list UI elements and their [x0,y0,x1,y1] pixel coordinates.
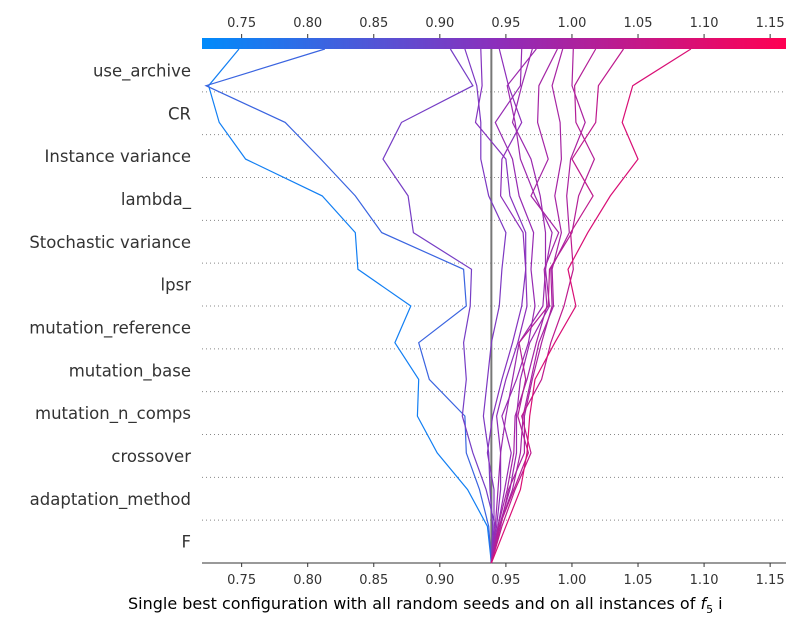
x-axis-label-tail: i [713,594,723,613]
bottom-tick-label: 0.95 [491,573,520,588]
decision-path-3 [382,48,496,564]
x-axis-label: Single best configuration with all rando… [128,594,723,616]
top-tick-label: 0.80 [293,16,322,31]
feature-label: mutation_n_comps [35,404,191,424]
feature-label: mutation_base [69,361,191,381]
feature-label: adaptation_method [30,490,191,510]
feature-label: use_archive [93,61,191,81]
bottom-tick-group: 0.75 0.80 0.85 0.90 0.95 1.00 1.05 1.10 1.15 [227,563,785,588]
decision-path-1 [207,48,492,564]
feature-rows: use_archive CR Instance variance lambda_ Sto… [29,61,786,552]
top-tick-label: 0.90 [425,16,454,31]
decision-path-9 [490,48,553,564]
feature-label: CR [168,104,191,123]
decision-path-4 [464,48,507,564]
feature-label: F [182,533,192,552]
bottom-tick-label: 1.15 [756,573,785,588]
bottom-tick-label: 1.05 [624,573,653,588]
x-axis-label-text: Single best configuration with all rando… [128,594,700,613]
feature-label: mutation_reference [29,318,191,338]
top-tick-group: 0.75 0.80 0.85 0.90 0.95 1.00 1.05 1.10 1.15 [227,16,785,38]
bottom-tick-label: 1.00 [557,573,586,588]
decision-path-10 [490,48,560,564]
top-tick-label: 0.85 [359,16,388,31]
decision-path-13 [490,48,597,564]
feature-label: lambda_ [121,190,192,210]
bottom-tick-label: 0.85 [359,573,388,588]
bottom-tick-label: 0.75 [227,573,256,588]
decision-path-14 [490,48,624,564]
feature-label: crossover [111,447,191,466]
top-tick-label: 1.15 [756,16,785,31]
top-tick-label: 1.10 [690,16,719,31]
top-tick-label: 0.95 [491,16,520,31]
decision-path-6 [490,48,528,564]
top-tick-label: 1.00 [557,16,586,31]
x-axis-label-sub: 5 [706,603,713,616]
decision-paths [204,48,692,564]
decision-path-2 [204,48,492,564]
decision-path-12 [490,48,586,564]
colorbar [202,38,786,49]
decision-path-8 [490,48,547,564]
feature-label: Instance variance [45,147,191,166]
decision-path-15 [490,48,692,564]
x-axis-label-f: f [700,594,708,613]
bottom-tick-label: 0.80 [293,573,322,588]
top-tick-label: 1.05 [624,16,653,31]
decision-path-5 [474,48,527,564]
feature-label: Stochastic variance [29,233,191,252]
decision-path-7 [490,48,536,564]
bottom-tick-label: 1.10 [690,573,719,588]
bottom-tick-label: 0.90 [425,573,454,588]
decision-path-11 [490,48,564,564]
top-tick-label: 0.75 [227,16,256,31]
feature-label: lpsr [161,276,192,295]
